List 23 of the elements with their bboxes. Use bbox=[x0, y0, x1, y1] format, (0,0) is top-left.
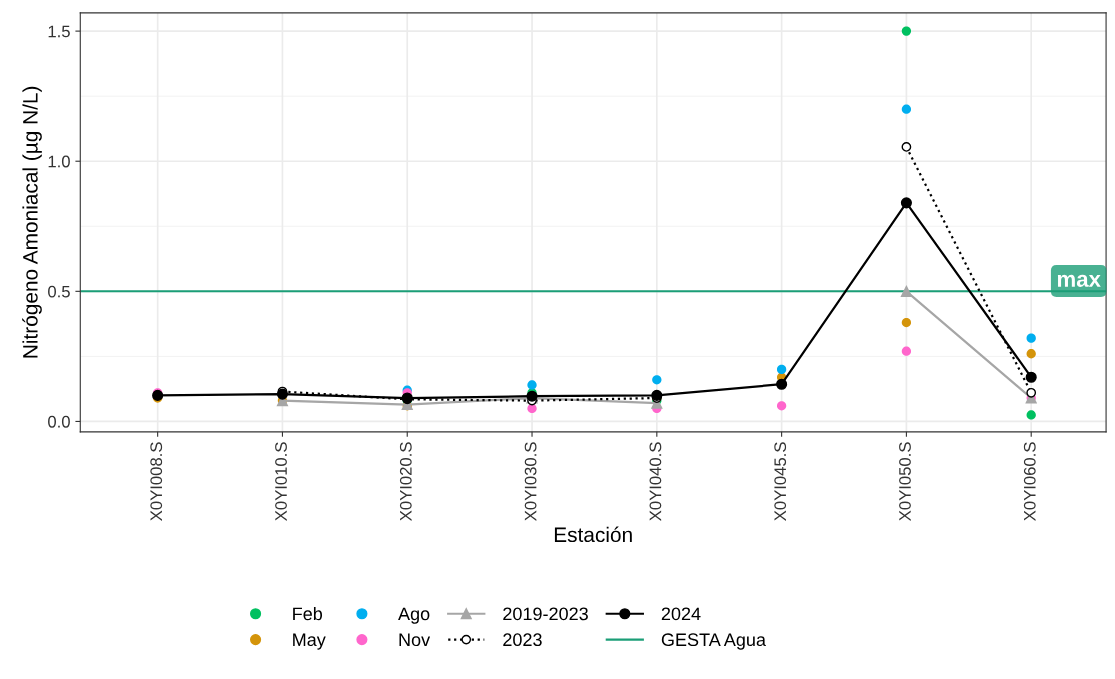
x-tick-label: X0YI045.S bbox=[774, 442, 787, 521]
annotation: max bbox=[1057, 274, 1101, 287]
y-tick-label: 0.5 bbox=[48, 285, 70, 298]
legend-label: 2023 bbox=[503, 633, 542, 647]
x-tick-label: X0YI040.S bbox=[649, 442, 662, 521]
x-axis-title: Estación bbox=[554, 526, 632, 543]
y-tick-label: 1.0 bbox=[48, 155, 70, 168]
y-axis-title: Nitrógeno Amoniacal (µg N/L) bbox=[22, 86, 42, 358]
legend-label: Ago bbox=[398, 607, 430, 624]
y-tick-label: 0.0 bbox=[48, 415, 70, 428]
legend-label: Feb bbox=[293, 606, 323, 621]
x-tick-label: X0YI030.S bbox=[524, 442, 537, 521]
x-tick-label: X0YI020.S bbox=[399, 442, 412, 521]
x-tick-label: X0YI010.S bbox=[275, 442, 287, 521]
legend-label: 2019-2023 bbox=[503, 607, 588, 621]
legend-label: Nov bbox=[399, 633, 431, 647]
legend-label: May bbox=[293, 633, 326, 650]
y-tick-label: 1.5 bbox=[48, 25, 70, 38]
x-tick-label: X0YI050.S bbox=[899, 442, 911, 521]
legend-label: GESTA Agua bbox=[661, 633, 766, 650]
legend-label: 2024 bbox=[661, 607, 701, 621]
x-tick-label: X0YI008.S bbox=[150, 442, 163, 521]
x-tick-label: X0YI060.S bbox=[1023, 442, 1036, 521]
